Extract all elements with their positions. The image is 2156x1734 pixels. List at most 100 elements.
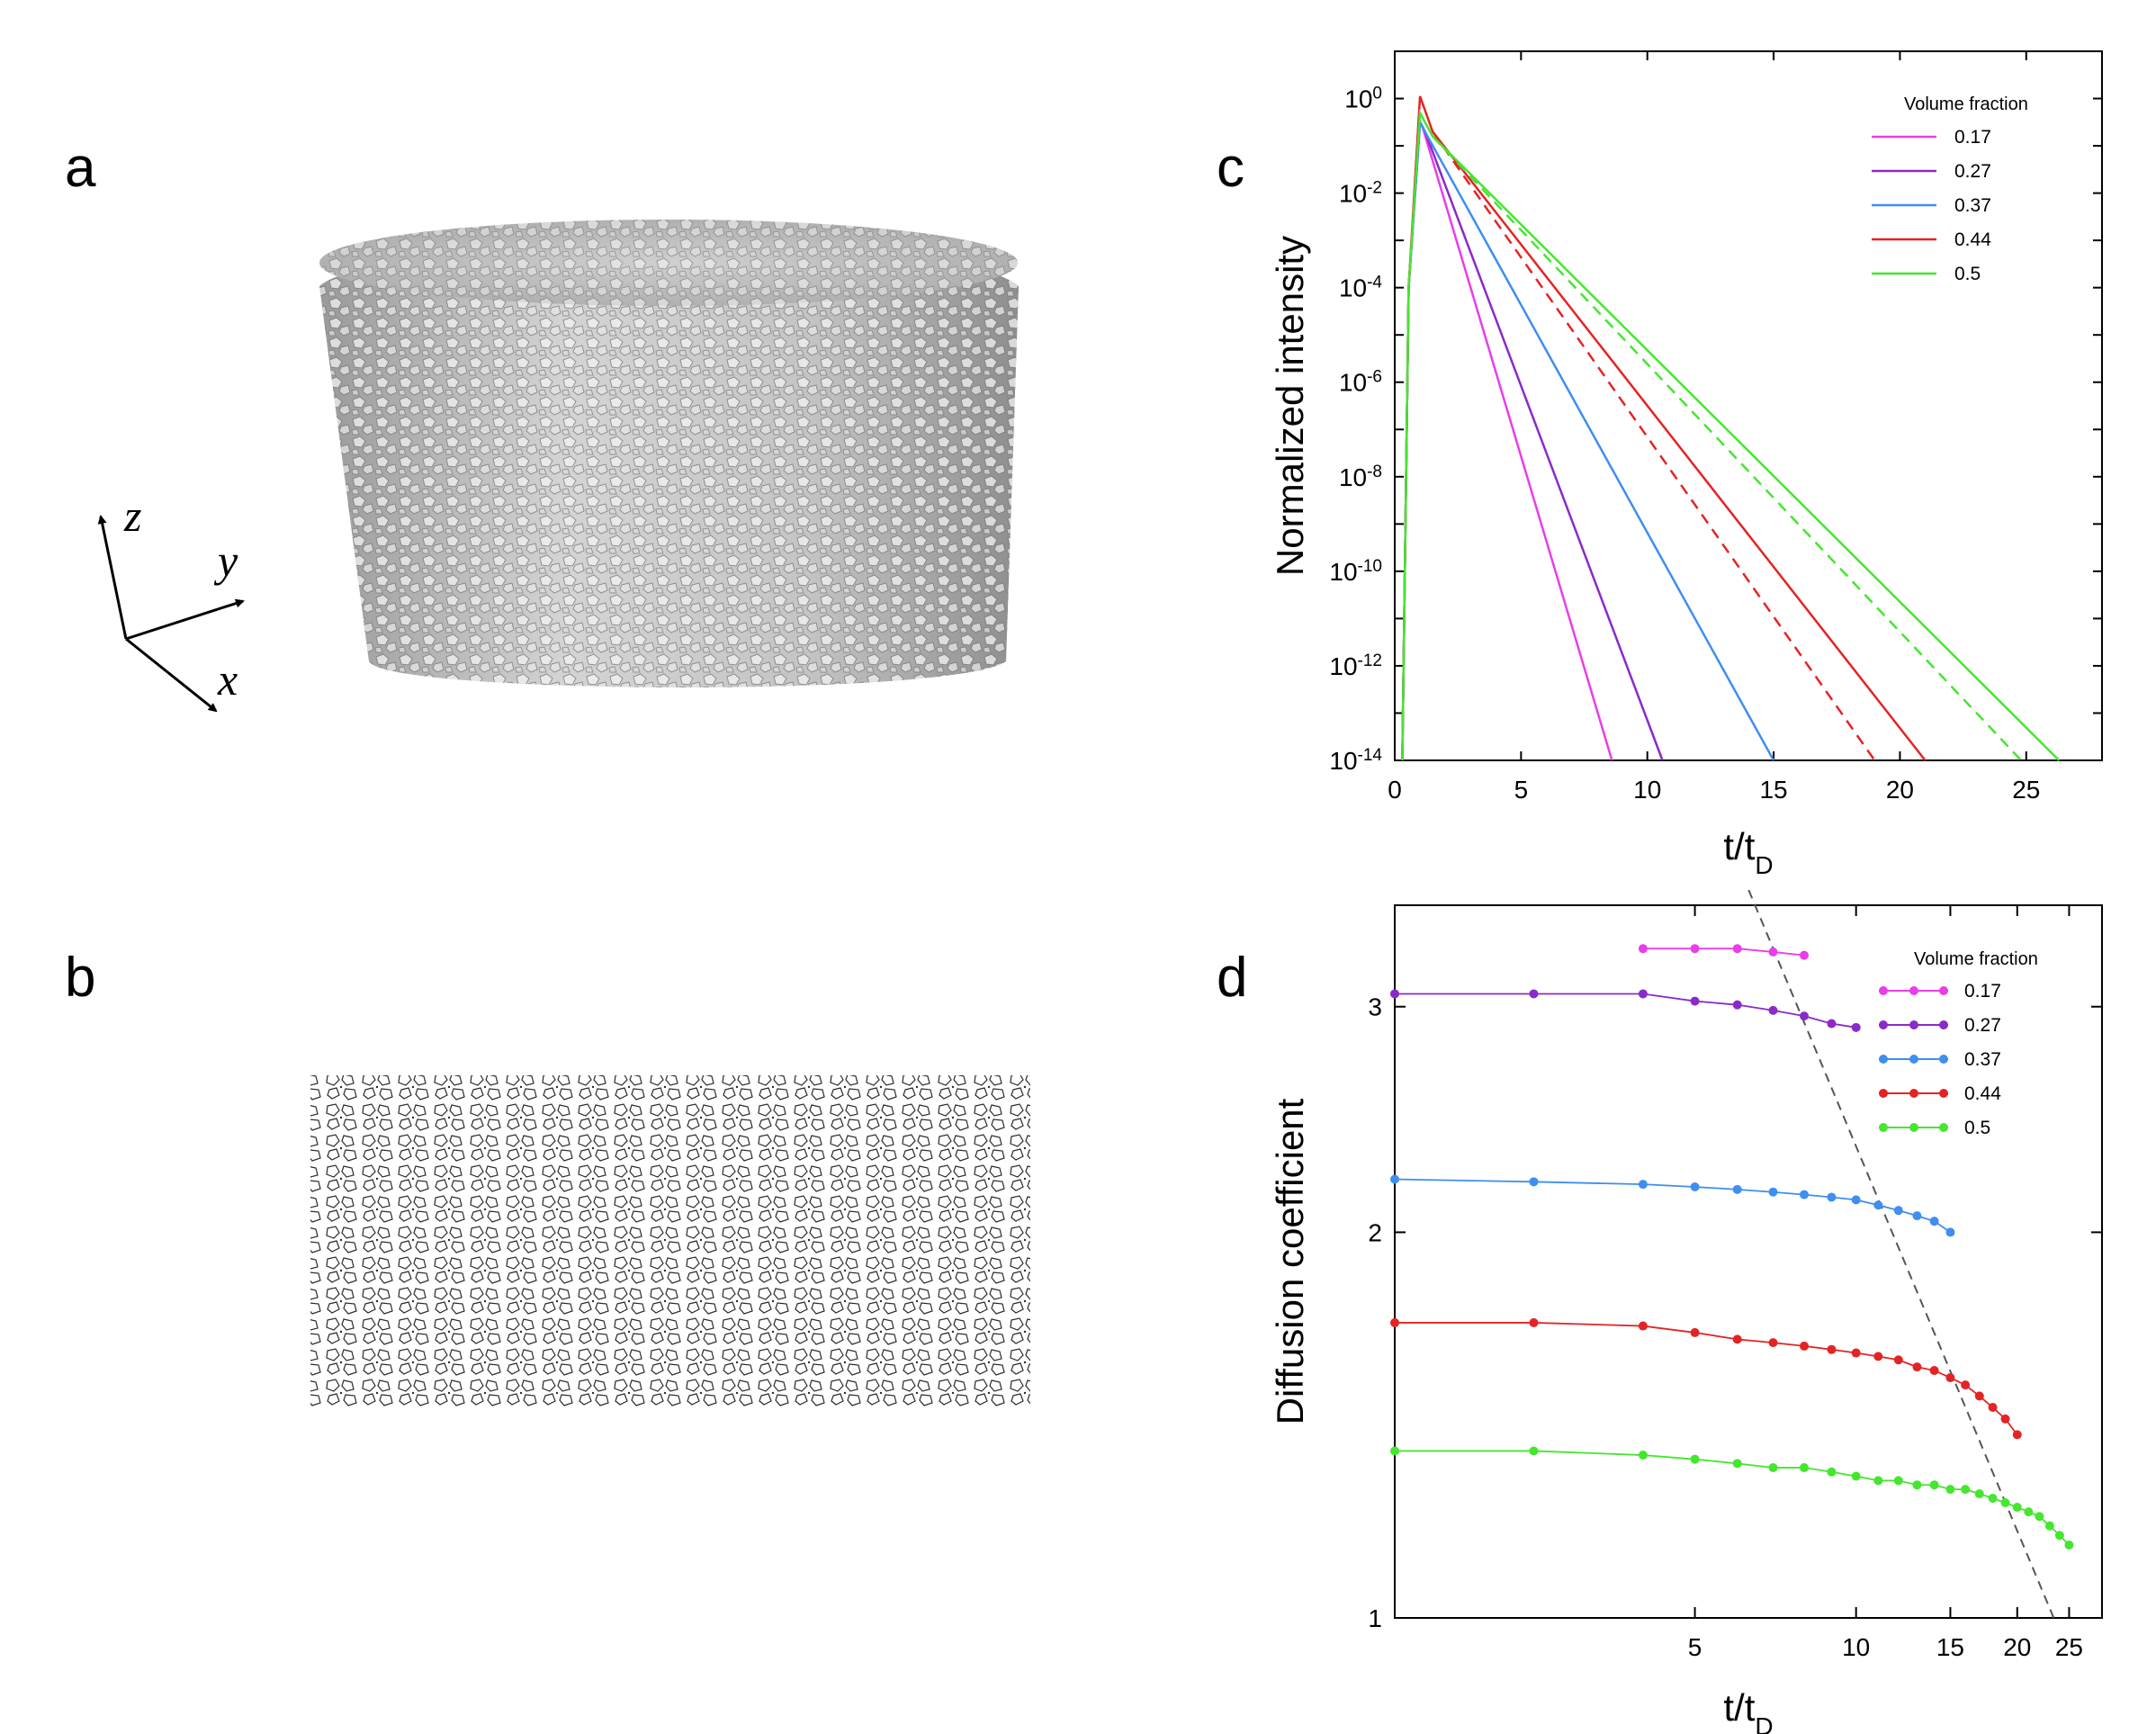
chart-d-point-0.44: [2012, 1430, 2022, 1440]
chart-d-point-0.5: [1961, 1485, 1971, 1495]
chart-c-y-tick-label: 10-8: [1339, 462, 1382, 491]
chart-d-x-axis-title: t/tD: [1723, 1686, 1773, 1734]
chart-c-x-ticks: 0 5 10 15 20 25: [1388, 51, 2040, 804]
chart-d-point-0.5: [1929, 1480, 1939, 1490]
chart-c-y-axis-title: Normalized intensity: [1269, 236, 1311, 576]
chart-d-point-0.5: [1988, 1493, 1998, 1503]
chart-d-legend-marker: [1939, 986, 1948, 995]
chart-c-x-tick-label: 20: [1886, 776, 1914, 804]
chart-d-series-line-0.5: [1395, 1450, 2071, 1546]
chart-d-legend-marker: [1909, 1123, 1918, 1132]
chart-d-y-ticks: 1 2 3: [1368, 993, 2102, 1632]
chart-c-legend-label: 0.5: [1954, 264, 1981, 284]
chart-d-point-0.17: [1800, 950, 1810, 960]
chart-d-legend-marker: [1939, 1055, 1948, 1064]
chart-d-point-0.37: [1768, 1187, 1778, 1197]
chart-d-point-0.37: [1529, 1177, 1539, 1187]
chart-c-x-tick-label: 0: [1388, 776, 1402, 804]
cross-section-slice: [310, 1075, 1030, 1408]
chart-d-point-0.44: [1800, 1341, 1810, 1351]
chart-c-fit-line-0.5: [1432, 135, 2023, 761]
chart-d-point-0.44: [1851, 1348, 1861, 1358]
chart-d-point-0.37: [1929, 1217, 1939, 1226]
chart-c-legend-label: 0.17: [1954, 127, 1991, 148]
chart-d-point-0.37: [1945, 1227, 1955, 1237]
chart-c-fit-line-0.44: [1432, 130, 1876, 761]
chart-d-point-0.5: [1912, 1480, 1922, 1490]
chart-d-x-ticks: 5 10 15 20 25: [1688, 905, 2083, 1661]
chart-d-point-0.5: [1974, 1489, 1984, 1499]
chart-d-legend-label: 0.5: [1964, 1118, 1990, 1138]
chart-d-series-line-0.17: [1642, 948, 1805, 957]
chart-d-point-0.17: [1732, 944, 1742, 954]
chart-d-point-0.5: [1690, 1454, 1700, 1464]
chart-d-legend-marker: [1879, 1020, 1888, 1029]
chart-d-legend-marker: [1879, 1123, 1888, 1132]
granular-cylinder-render: [319, 220, 1019, 687]
chart-d-point-0.44: [1732, 1334, 1742, 1344]
chart-c-legend-title: Volume fraction: [1904, 94, 2028, 114]
chart-d-y-axis-title: Diffusion coefficient: [1269, 1098, 1311, 1424]
chart-c-x-tick-label: 15: [1759, 776, 1787, 804]
chart-d-point-0.37: [1827, 1192, 1837, 1202]
panel-letter-a: a: [65, 137, 96, 199]
chart-d-guide: [1747, 889, 2055, 1619]
chart-d-legend-marker: [1939, 1020, 1948, 1029]
chart-d-point-0.5: [1390, 1446, 1399, 1456]
chart-d-point-0.44: [2000, 1414, 2010, 1424]
chart-d-point-0.5: [1638, 1451, 1648, 1460]
x-axis-arrow: [125, 637, 218, 713]
chart-d-x-tick-label: 15: [1936, 1633, 1964, 1661]
chart-d-point-0.44: [1529, 1317, 1539, 1327]
chart-d-point-0.27: [1732, 1000, 1742, 1010]
chart-d-point-0.5: [1873, 1476, 1883, 1486]
chart-d-point-0.44: [1912, 1362, 1922, 1372]
chart-d-point-0.5: [1945, 1485, 1955, 1495]
chart-d-legend-marker: [1909, 1055, 1918, 1064]
chart-d-legend-label: 0.17: [1964, 981, 2001, 1002]
chart-c-legend-label: 0.27: [1954, 161, 1991, 182]
chart-d-legend: Volume fraction 0.17 0.27 0.37 0.44 0.5: [1879, 949, 2038, 1138]
chart-d-point-0.44: [1945, 1373, 1955, 1383]
chart-c-x-tick-label: 5: [1514, 776, 1529, 804]
chart-c-series-line-0.44: [1401, 95, 1927, 761]
chart-c-legend-label: 0.44: [1954, 229, 1991, 250]
chart-d-point-0.5: [2024, 1507, 2034, 1517]
z-axis-arrow: [97, 515, 128, 640]
chart-d-series-line-0.27: [1395, 993, 1856, 1029]
chart-c-y-tick-label: 10-4: [1339, 273, 1382, 302]
chart-d-legend-title: Volume fraction: [1914, 949, 2038, 969]
chart-d-y-tick-label: 1: [1368, 1604, 1382, 1632]
chart-d-point-0.44: [1893, 1355, 1903, 1365]
x-axis-label: x: [217, 654, 238, 705]
chart-d-point-0.5: [1529, 1446, 1539, 1456]
chart-c: 0 5 10 15 20 25 100 10-2 10-4 10-6 10-8 10-10 10-12…: [1269, 50, 2103, 879]
chart-d-x-tick-label: 5: [1688, 1633, 1702, 1661]
chart-d-point-0.44: [1961, 1380, 1971, 1390]
chart-c-legend: Volume fraction 0.17 0.27 0.37 0.44 0.5: [1872, 94, 2028, 284]
chart-d-legend-marker: [1879, 1055, 1888, 1064]
coordinate-axes: z y x: [97, 490, 245, 713]
chart-d-point-0.27: [1800, 1011, 1810, 1021]
chart-d-point-0.44: [1929, 1366, 1939, 1376]
chart-d-legend-marker: [1879, 986, 1888, 995]
chart-d-point-0.17: [1768, 947, 1778, 957]
chart-d-series: [1390, 944, 2074, 1550]
chart-c-y-tick-label: 10-14: [1329, 746, 1382, 776]
panel-letter-d: d: [1217, 947, 1247, 1009]
chart-d: 5 10 15 20 25 1 2 3 t/tD Diffusion coefficient…: [1269, 889, 2103, 1734]
chart-d-point-0.27: [1768, 1005, 1778, 1015]
chart-d-point-0.5: [2064, 1540, 2074, 1550]
panel-letter-b: b: [65, 947, 95, 1009]
chart-d-point-0.37: [1912, 1211, 1922, 1221]
chart-d-x-tick-label: 10: [1842, 1633, 1870, 1661]
chart-d-legend-marker: [1909, 1020, 1918, 1029]
chart-d-point-0.37: [1851, 1195, 1861, 1205]
chart-d-x-tick-label: 25: [2055, 1633, 2083, 1661]
chart-d-series-line-0.37: [1394, 1178, 1951, 1234]
chart-d-point-0.44: [1974, 1391, 1984, 1401]
chart-d-point-0.5: [2012, 1503, 2022, 1513]
chart-c-series-line-0.27: [1401, 118, 1664, 761]
chart-c-frame: [1394, 50, 2103, 761]
chart-d-y-tick-label: 3: [1368, 993, 1382, 1021]
